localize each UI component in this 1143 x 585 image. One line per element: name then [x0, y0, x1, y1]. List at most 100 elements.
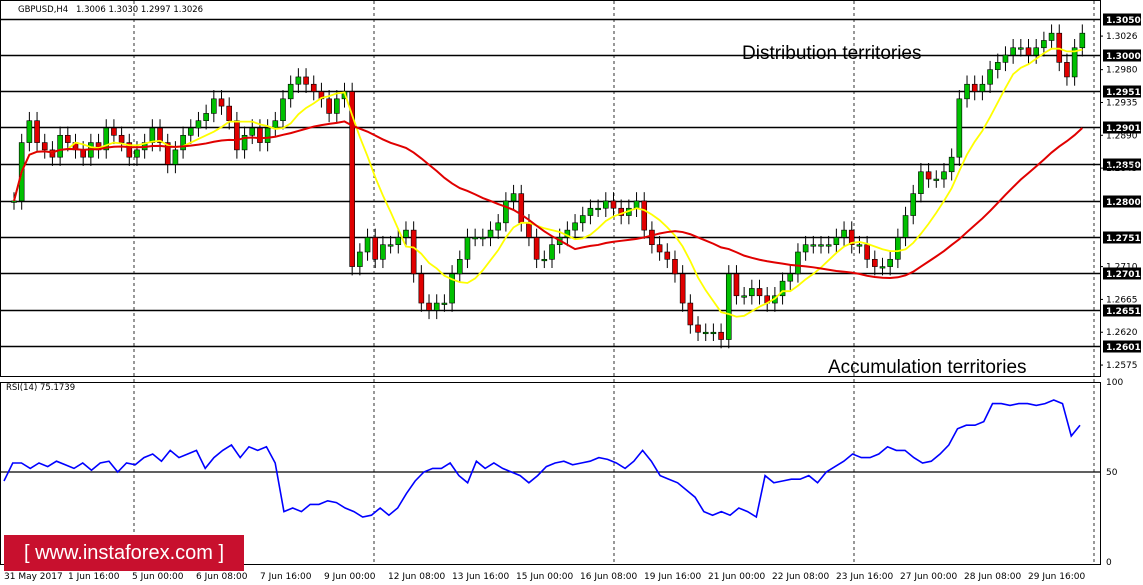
bull-candle	[480, 237, 486, 240]
price-level-tag	[1103, 195, 1141, 208]
bear-candle	[234, 120, 240, 151]
bull-candle	[595, 207, 601, 211]
bear-candle	[718, 331, 724, 340]
bear-candle	[426, 302, 432, 311]
bull-candle	[749, 288, 755, 297]
x-tick-label: 1 Jun 16:00	[68, 572, 120, 582]
bull-candle	[149, 127, 156, 143]
bear-candle	[848, 229, 855, 246]
bull-candle	[887, 258, 893, 267]
bull-candle	[902, 215, 909, 238]
bull-candle	[472, 237, 478, 240]
bear-candle	[326, 98, 332, 114]
bear-candle	[111, 127, 117, 136]
bull-candle	[587, 207, 594, 216]
bear-candle	[971, 83, 978, 92]
y-tick-label: 1.2710	[1106, 263, 1138, 273]
x-tick-label: 28 Jun 08:00	[964, 572, 1021, 582]
bear-candle	[518, 193, 525, 224]
x-tick-label: 5 Jun 00:00	[132, 572, 184, 582]
bear-candle	[1064, 62, 1070, 78]
bull-candle	[1041, 40, 1047, 49]
y-tick-label: 1.2845	[1106, 164, 1138, 174]
bear-candle	[80, 149, 86, 158]
x-tick-label: 9 Jun 00:00	[324, 572, 376, 582]
y-tick-label: 1.2890	[1106, 131, 1138, 141]
bull-candle	[987, 69, 993, 85]
price-level-tag	[1103, 231, 1141, 244]
bear-candle	[1025, 47, 1032, 56]
rsi-tick-label: 100	[1106, 378, 1123, 388]
price-level-tag	[1103, 304, 1141, 317]
price-level-tag	[1103, 121, 1141, 134]
bear-candle	[410, 229, 417, 275]
levels-layer: 1.3050 1.3000 1.2951 1.2901 1.2850 1.2800 1.27…	[0, 13, 1141, 353]
bear-candle	[372, 237, 379, 260]
bull-candle	[741, 295, 747, 298]
bear-candle	[349, 91, 355, 267]
moving-averages	[13, 47, 1083, 318]
bear-candle	[310, 83, 317, 92]
x-tick-label: 29 Jun 16:00	[1028, 572, 1085, 582]
bull-candle	[264, 127, 271, 143]
bear-candle	[672, 258, 678, 275]
bull-candle	[941, 171, 947, 180]
y-tick-label: 1.3026	[1106, 32, 1138, 42]
bull-candle	[879, 266, 886, 269]
bear-candle	[756, 288, 763, 297]
rsi-title: RSI(14) 75.1739	[6, 383, 75, 393]
x-tick-label: 7 Jun 16:00	[260, 572, 312, 582]
bull-candle	[333, 98, 340, 114]
axis-layer: 1.3026 1.2980 1.2935 1.2890 1.2845 1.2710 1.26…	[4, 32, 1138, 582]
bear-candle	[126, 142, 133, 158]
bull-candle	[464, 237, 471, 260]
bear-candle	[864, 244, 870, 260]
x-tick-label: 22 Jun 08:00	[772, 572, 829, 582]
bull-candle	[841, 229, 847, 238]
bull-candle	[956, 98, 963, 158]
bull-candle	[1079, 32, 1086, 49]
candles-layer	[11, 24, 1086, 349]
price-level-label: 1.3050	[1106, 16, 1141, 26]
bear-candle	[118, 134, 125, 143]
y-tick-label: 1.2575	[1106, 361, 1138, 371]
bull-candle	[895, 237, 901, 260]
accumulation-label: Accumulation territories	[828, 357, 1027, 378]
bull-candle	[211, 98, 217, 114]
symbol-label: GBPUSD,H4	[18, 5, 68, 15]
bear-candle	[871, 258, 878, 267]
bull-candle	[172, 149, 179, 165]
bull-candle	[287, 83, 294, 100]
y-tick-label: 1.2665	[1106, 295, 1138, 305]
x-tick-label: 13 Jun 16:00	[452, 572, 509, 582]
x-tick-label: 15 Jun 00:00	[516, 572, 573, 582]
bull-candle	[787, 273, 794, 282]
bull-candle	[280, 98, 286, 122]
bear-candle	[303, 76, 309, 85]
bull-candle	[103, 127, 110, 151]
price-level-label: 1.2800	[1106, 198, 1141, 208]
bull-candle	[910, 193, 917, 216]
bull-candle	[272, 120, 279, 129]
bull-candle	[802, 244, 809, 253]
price-level-label: 1.2751	[1106, 234, 1141, 244]
bull-candle	[395, 237, 402, 246]
bull-candle	[1071, 47, 1078, 78]
bull-candle	[487, 229, 494, 238]
y-tick-label: 1.2935	[1106, 98, 1138, 108]
bear-candle	[733, 273, 740, 297]
bull-candle	[710, 331, 717, 335]
bull-candle	[180, 134, 186, 151]
price-level-tag	[1103, 13, 1141, 26]
bull-candle	[1018, 47, 1024, 50]
bull-candle	[633, 200, 640, 209]
price-level-tag	[1103, 340, 1141, 353]
bull-candle	[541, 258, 548, 262]
bear-candle	[641, 200, 648, 231]
bull-candle	[1033, 47, 1039, 56]
y-tick-label: 1.2980	[1106, 66, 1138, 76]
bull-candle	[856, 244, 863, 247]
ohlc-readout: 1.3006 1.3030 1.2997 1.3026	[76, 5, 203, 15]
bull-candle	[357, 251, 363, 267]
x-tick-label: 12 Jun 08:00	[388, 572, 445, 582]
